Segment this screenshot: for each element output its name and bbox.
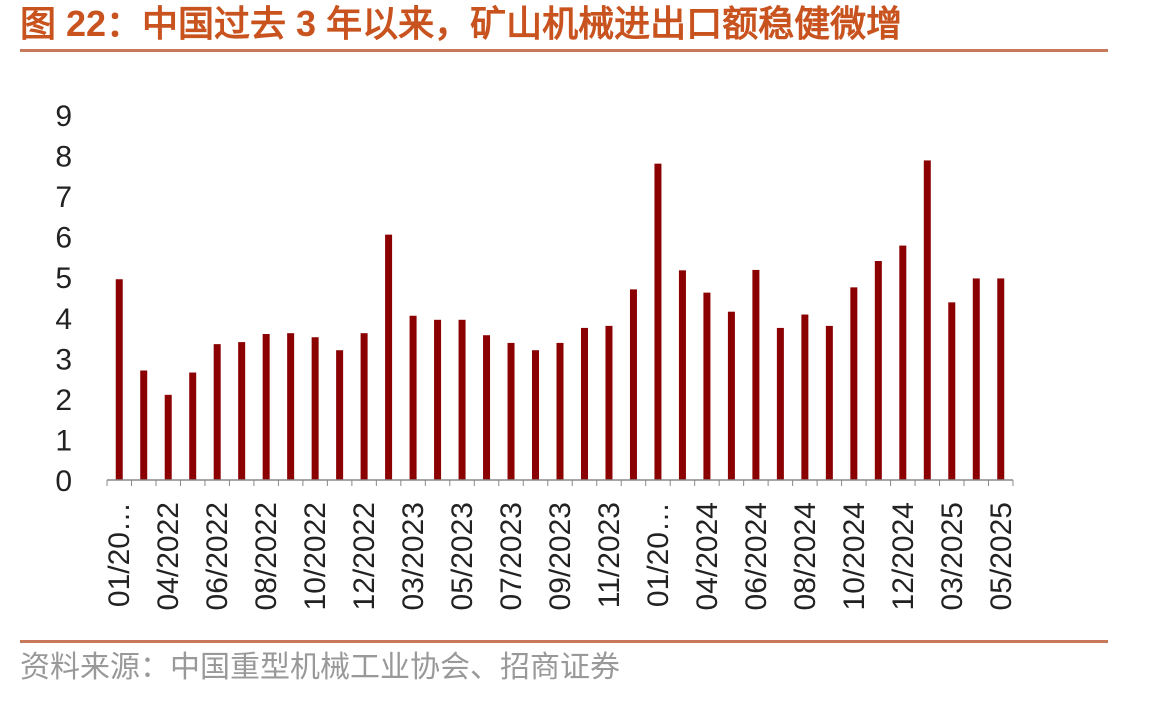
bar-10-2024	[850, 287, 858, 480]
bar-05-2024	[727, 311, 735, 480]
bar-04-2022	[164, 394, 172, 480]
bar-09-2023	[556, 342, 564, 480]
bar-09-2024	[825, 325, 833, 480]
bar-06-2024	[752, 269, 760, 480]
y-tick-label: 0	[55, 465, 72, 498]
bar-03-2024	[678, 270, 686, 480]
bar-11-2023	[605, 325, 613, 480]
y-tick-label: 6	[55, 222, 72, 255]
x-tick-label: 09/2023	[544, 502, 577, 610]
x-tick-label: 04/2022	[152, 502, 185, 610]
x-tick-label: 03/2023	[397, 502, 430, 610]
bars	[115, 160, 1005, 480]
x-axis-labels: 01/20… 04/2022 06/2022 08/2022 10/2022 12/202…	[103, 502, 1018, 610]
x-tick-label: 07/2023	[495, 502, 528, 610]
bar-11-2022	[336, 350, 344, 480]
x-tick-label: 05/2025	[985, 502, 1018, 610]
x-tick-label: 12/2022	[348, 502, 381, 610]
bar-12-2023	[629, 289, 637, 480]
bar-11-2024	[874, 261, 882, 480]
bar-09-2022	[287, 333, 295, 480]
bar-05-2025	[997, 278, 1005, 480]
bar-07-2023	[507, 342, 515, 480]
x-tick-label: 10/2024	[838, 502, 871, 610]
bar-08-2023	[532, 350, 540, 480]
bar-06-2023	[483, 335, 491, 480]
bar-04-2024	[703, 292, 711, 480]
bar-07-2022	[238, 342, 246, 480]
x-tick-label: 06/2022	[201, 502, 234, 610]
x-tick-label: 01/20…	[103, 502, 136, 607]
source-divider	[20, 640, 1108, 643]
page-title: 图 22：中国过去 3 年以来，矿山机械进出口额稳健微增	[20, 3, 903, 44]
bar-12-2022	[360, 333, 368, 480]
y-tick-label: 8	[55, 141, 72, 174]
x-tick-label: 04/2024	[691, 502, 724, 610]
bar-03-2022	[140, 370, 148, 480]
bar-08-2022	[262, 334, 270, 480]
bar-08-2024	[801, 314, 809, 480]
x-tick-label: 11/2023	[593, 502, 626, 608]
bar-03-2025	[948, 302, 956, 480]
bar-04-2025	[972, 278, 980, 480]
y-tick-label: 3	[55, 343, 72, 376]
bar-10-2022	[311, 337, 319, 480]
bar-01-2022	[115, 279, 123, 480]
bar-10-2023	[580, 327, 588, 480]
title-divider	[20, 49, 1108, 52]
source-note: 资料来源：中国重型机械工业协会、招商证券	[20, 650, 620, 685]
bar-01-2024	[654, 163, 662, 480]
y-tick-label: 9	[55, 100, 72, 133]
bar-05-2023	[458, 319, 466, 480]
bar-04-2023	[434, 319, 442, 480]
bar-05-2022	[189, 372, 197, 480]
y-tick-label: 1	[55, 424, 72, 457]
bar-01-2025	[923, 160, 931, 480]
x-tick-label: 01/20…	[642, 502, 675, 607]
x-tick-label: 08/2022	[250, 502, 283, 610]
y-tick-label: 5	[55, 262, 72, 295]
bar-12-2024	[899, 245, 907, 480]
x-tick-label: 03/2025	[936, 502, 969, 610]
y-axis-labels: 0 1 2 3 4 5 6 7 8 9	[55, 100, 72, 498]
x-axis-ticks	[106, 480, 1014, 486]
x-tick-label: 06/2024	[740, 502, 773, 610]
y-tick-label: 7	[55, 181, 72, 214]
x-tick-label: 05/2023	[446, 502, 479, 610]
bar-03-2023	[409, 315, 417, 480]
bar-07-2024	[776, 327, 784, 480]
bar-06-2022	[213, 344, 221, 480]
x-tick-label: 10/2022	[299, 502, 332, 610]
bar-01-2023	[385, 234, 393, 480]
bar-chart: 0 1 2 3 4 5 6 7 8 9 01/20… 04/2022 06/2022 08/2022 10…	[55, 100, 1018, 610]
y-tick-label: 4	[55, 303, 72, 336]
y-tick-label: 2	[55, 384, 72, 417]
x-tick-label: 12/2024	[887, 502, 920, 610]
x-tick-label: 08/2024	[789, 502, 822, 610]
